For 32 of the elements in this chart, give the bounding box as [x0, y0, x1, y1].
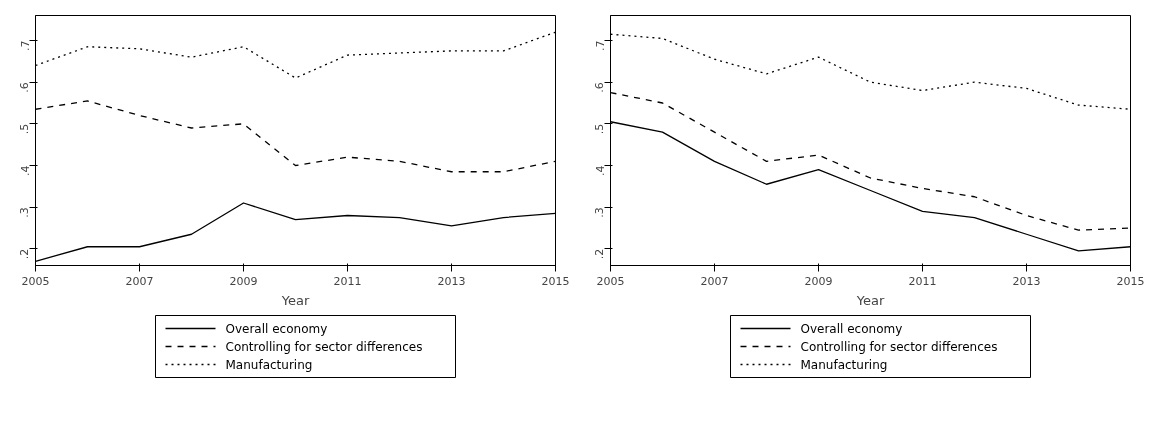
- x-tick-label: 2011: [908, 274, 937, 288]
- legend-label: Controlling for sector differences: [800, 339, 998, 354]
- x-axis-title: Year: [855, 292, 885, 308]
- legend-label: Manufacturing: [800, 357, 888, 372]
- legend-label: Overall economy: [225, 321, 328, 336]
- x-tick-label: 2009: [229, 274, 258, 288]
- x-tick-label: 2005: [596, 274, 625, 288]
- y-tick-label: .5: [18, 123, 32, 135]
- x-tick-label: 2011: [333, 274, 362, 288]
- y-tick-label: .6: [18, 82, 32, 93]
- x-tick-label: 2007: [125, 274, 154, 288]
- y-tick-label: .3: [18, 207, 32, 218]
- legend-label: Manufacturing: [225, 357, 313, 372]
- x-tick-label: 2009: [804, 274, 833, 288]
- x-tick-label: 2015: [541, 274, 570, 288]
- legend-label: Overall economy: [800, 321, 903, 336]
- y-tick-label: .2: [18, 248, 32, 260]
- x-tick-label: 2013: [437, 274, 466, 288]
- x-axis-title: Year: [280, 292, 310, 308]
- x-tick-label: 2007: [700, 274, 729, 288]
- legend-label: Controlling for sector differences: [225, 339, 423, 354]
- y-tick-label: .2: [593, 248, 607, 260]
- y-tick-label: .6: [593, 82, 607, 93]
- x-tick-label: 2005: [21, 274, 50, 288]
- y-tick-label: .7: [18, 40, 32, 51]
- x-tick-label: 2015: [1116, 274, 1145, 288]
- y-tick-label: .5: [593, 123, 607, 135]
- y-tick-label: .4: [593, 165, 607, 176]
- x-tick-label: 2013: [1012, 274, 1041, 288]
- y-tick-label: .7: [593, 40, 607, 51]
- y-tick-label: .3: [593, 207, 607, 218]
- y-tick-label: .4: [18, 165, 32, 176]
